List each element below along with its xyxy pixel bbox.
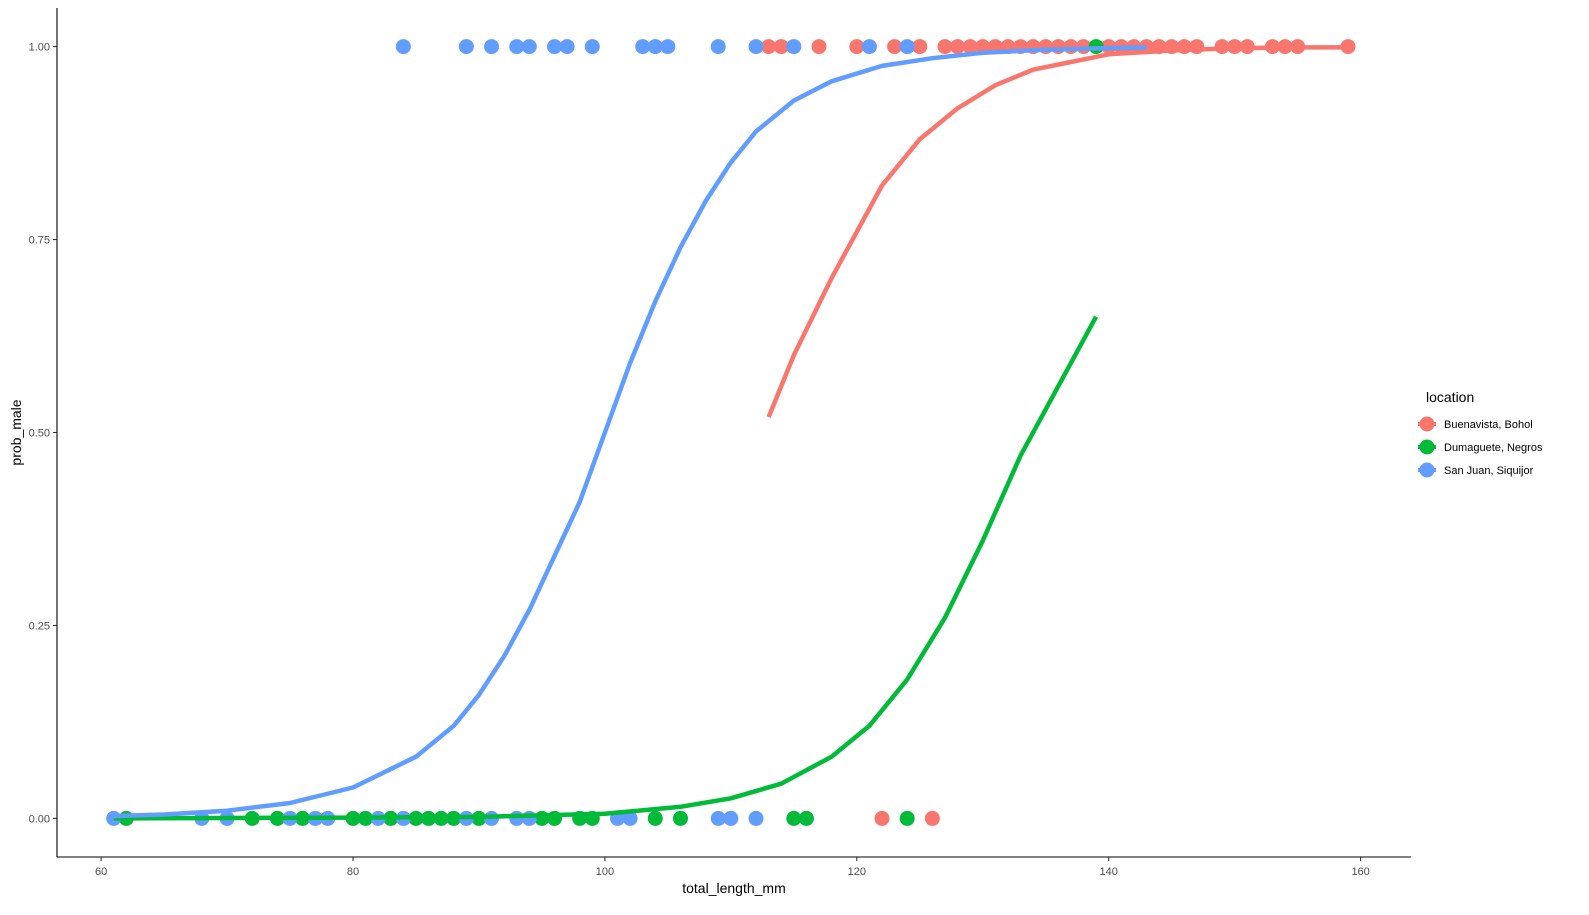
data-point [484, 39, 500, 55]
data-point [584, 39, 600, 55]
legend-key [1418, 439, 1436, 455]
data-point [748, 39, 764, 55]
series-points [106, 39, 915, 826]
data-point [635, 39, 651, 55]
data-point [887, 39, 903, 55]
data-point [521, 39, 537, 55]
x-tick-label: 160 [1351, 866, 1369, 878]
series-points [761, 39, 1356, 826]
data-point [786, 810, 802, 826]
legend-label: Dumaguete, Negros [1444, 442, 1543, 454]
legend-key-point [1419, 439, 1435, 455]
fit-line [113, 45, 1147, 819]
legend-title: location [1426, 389, 1474, 405]
legend-key [1418, 462, 1436, 478]
x-tick-label: 80 [347, 866, 359, 878]
x-tick-label: 60 [95, 866, 107, 878]
data-point [899, 39, 915, 55]
x-tick-label: 140 [1100, 866, 1118, 878]
y-axis: 0.00 0.25 0.50 0.75 1.00 [29, 8, 58, 857]
data-point [962, 39, 978, 55]
data-point [811, 39, 827, 55]
data-point [521, 810, 537, 826]
data-point [786, 39, 802, 55]
y-tick-label: 0.50 [29, 428, 50, 440]
legend-key [1418, 416, 1436, 432]
data-point [622, 810, 638, 826]
data-point [773, 39, 789, 55]
data-point [647, 39, 663, 55]
data-point [937, 39, 953, 55]
data-point [748, 810, 764, 826]
data-point [710, 810, 726, 826]
x-tick-label: 120 [848, 866, 866, 878]
data-point [861, 39, 877, 55]
x-tick-label: 100 [596, 866, 614, 878]
plot-panel [106, 39, 1356, 826]
data-point [924, 810, 940, 826]
y-tick-label: 1.00 [29, 42, 50, 54]
data-point [912, 39, 928, 55]
data-point [1340, 39, 1356, 55]
x-axis-title: total_length_mm [682, 880, 786, 896]
data-point [660, 39, 676, 55]
y-tick-label: 0.00 [29, 813, 50, 825]
data-point [761, 39, 777, 55]
legend-key-point [1419, 462, 1435, 478]
data-point [950, 39, 966, 55]
data-point [547, 39, 563, 55]
series-points [118, 39, 1104, 826]
data-point [672, 810, 688, 826]
legend-key-point [1419, 416, 1435, 432]
data-point [975, 39, 991, 55]
y-tick-label: 0.25 [29, 620, 50, 632]
data-point [899, 810, 915, 826]
data-point [458, 39, 474, 55]
data-point [395, 39, 411, 55]
data-point [798, 810, 814, 826]
data-point [559, 39, 575, 55]
legend-label: San Juan, Siquijor [1444, 465, 1534, 477]
data-point [647, 810, 663, 826]
fit-line [766, 45, 1348, 418]
y-tick-label: 0.75 [29, 235, 50, 247]
y-axis-title: prob_male [8, 399, 24, 465]
legend-label: Buenavista, Bohol [1444, 419, 1533, 431]
x-axis: 60 80 100 120 140 160 [57, 856, 1411, 878]
data-point [710, 39, 726, 55]
data-point [874, 810, 890, 826]
data-point [723, 810, 739, 826]
data-point [509, 39, 525, 55]
legend: location Buenavista, Bohol Dumaguete, Neg… [1418, 389, 1543, 478]
data-point [849, 39, 865, 55]
fit-line [113, 315, 1099, 821]
